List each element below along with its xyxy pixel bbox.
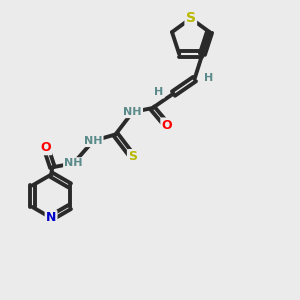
- Text: NH: NH: [123, 107, 142, 117]
- Text: NH: NH: [84, 136, 102, 146]
- Text: N: N: [46, 211, 56, 224]
- Text: S: S: [128, 150, 137, 163]
- Text: O: O: [40, 141, 51, 154]
- Text: H: H: [204, 73, 214, 83]
- Text: O: O: [162, 119, 172, 132]
- Text: H: H: [154, 87, 164, 97]
- Text: S: S: [186, 11, 196, 26]
- Text: NH: NH: [64, 158, 83, 168]
